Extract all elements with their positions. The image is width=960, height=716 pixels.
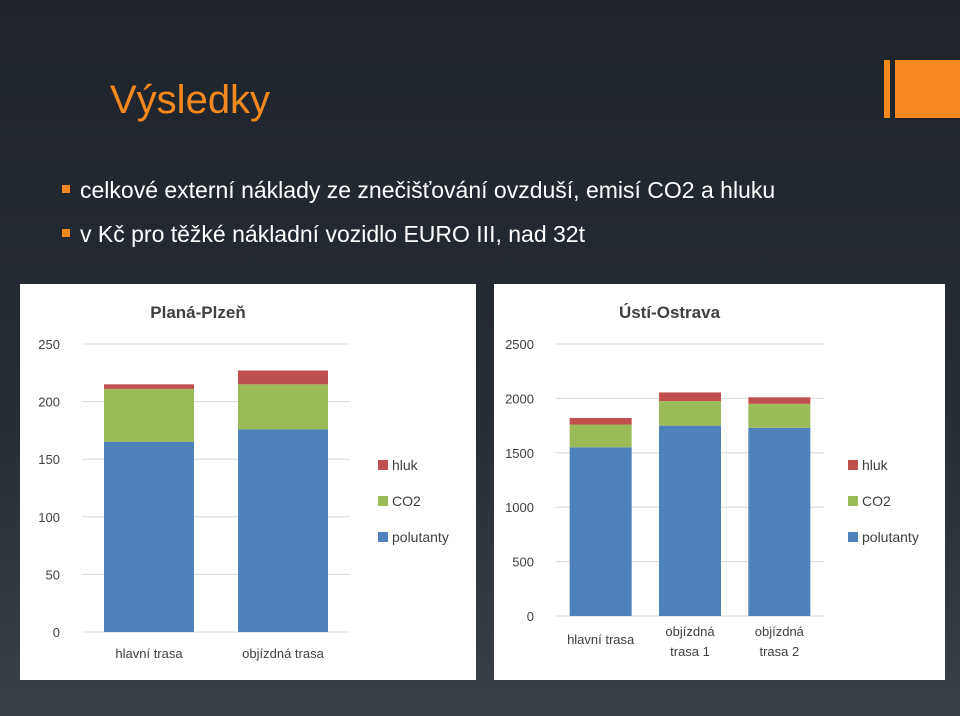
bar-segment-co2 <box>569 424 632 448</box>
bar-segment-co2 <box>659 401 721 426</box>
bullet-list: celkové externí náklady ze znečišťování … <box>60 168 775 256</box>
x-tick-label: objízdná trasa <box>242 646 324 661</box>
legend-label: CO2 <box>392 493 421 509</box>
bar-segment-hluk <box>104 384 194 389</box>
slide-title: Výsledky <box>110 78 271 122</box>
decor-bar-thin <box>884 60 890 118</box>
chart-panel-plana-plzen: Planá-Plzeň 0 50 100 150 200 250 hlavní trasa ob… <box>20 284 476 680</box>
bar-segment-polutanty <box>569 447 632 616</box>
legend-swatch <box>378 460 388 470</box>
x-tick-label: objízdná <box>665 624 715 639</box>
y-tick-label: 100 <box>38 510 60 525</box>
x-tick-label: trasa 2 <box>759 644 799 659</box>
legend-label: polutanty <box>862 529 919 545</box>
y-tick-label: 50 <box>46 567 60 582</box>
legend-swatch <box>848 460 858 470</box>
bullet-item: celkové externí náklady ze znečišťování … <box>60 168 775 212</box>
bar-segment-hluk <box>238 370 328 385</box>
legend-swatch <box>848 496 858 506</box>
x-tick-label: hlavní trasa <box>115 646 183 661</box>
bar-segment-polutanty <box>748 427 811 616</box>
bullet-marker-icon <box>62 185 70 193</box>
y-tick-label: 1000 <box>505 500 534 515</box>
y-tick-label: 0 <box>527 609 534 624</box>
chart-svg: Ústí-Ostrava 0 500 1000 1500 2000 2500 hlavní t… <box>505 303 919 659</box>
bullet-text: celkové externí náklady ze znečišťování … <box>80 177 776 203</box>
legend-label: hluk <box>862 457 889 473</box>
bullet-item: v Kč pro těžké nákladní vozidlo EURO III… <box>60 212 775 256</box>
chart-title: Planá-Plzeň <box>150 303 245 322</box>
chart-panel-usti-ostrava: Ústí-Ostrava 0 500 1000 1500 2000 2500 hlavní t… <box>494 284 945 680</box>
bar-segment-hluk <box>569 417 632 425</box>
legend-label: CO2 <box>862 493 891 509</box>
x-tick-label: objízdná <box>755 624 805 639</box>
chart-svg: Planá-Plzeň 0 50 100 150 200 250 hlavní trasa ob… <box>38 303 449 661</box>
y-tick-label: 0 <box>53 625 60 640</box>
legend-label: hluk <box>392 457 419 473</box>
y-tick-label: 150 <box>38 452 60 467</box>
bar-segment-co2 <box>238 384 328 430</box>
bar-segment-polutanty <box>104 441 194 632</box>
y-tick-label: 250 <box>38 337 60 352</box>
decor-bar-wide <box>895 60 960 118</box>
bar-segment-polutanty <box>659 425 721 616</box>
legend-swatch <box>378 532 388 542</box>
chart-title: Ústí-Ostrava <box>619 303 721 322</box>
bar-segment-polutanty <box>238 429 328 632</box>
legend-swatch <box>848 532 858 542</box>
y-tick-label: 2500 <box>505 337 534 352</box>
y-tick-label: 200 <box>38 395 60 410</box>
bullet-marker-icon <box>62 229 70 237</box>
y-tick-label: 2000 <box>505 391 534 406</box>
y-tick-label: 500 <box>512 555 534 570</box>
x-tick-label: trasa 1 <box>670 644 710 659</box>
bar-segment-co2 <box>104 388 194 442</box>
bar-segment-hluk <box>748 397 811 404</box>
y-tick-label: 1500 <box>505 446 534 461</box>
bar-segment-co2 <box>748 403 811 428</box>
legend-swatch <box>378 496 388 506</box>
legend-label: polutanty <box>392 529 449 545</box>
bullet-text: v Kč pro těžké nákladní vozidlo EURO III… <box>80 221 585 247</box>
x-tick-label: hlavní trasa <box>567 632 635 647</box>
bar-segment-hluk <box>659 392 721 402</box>
